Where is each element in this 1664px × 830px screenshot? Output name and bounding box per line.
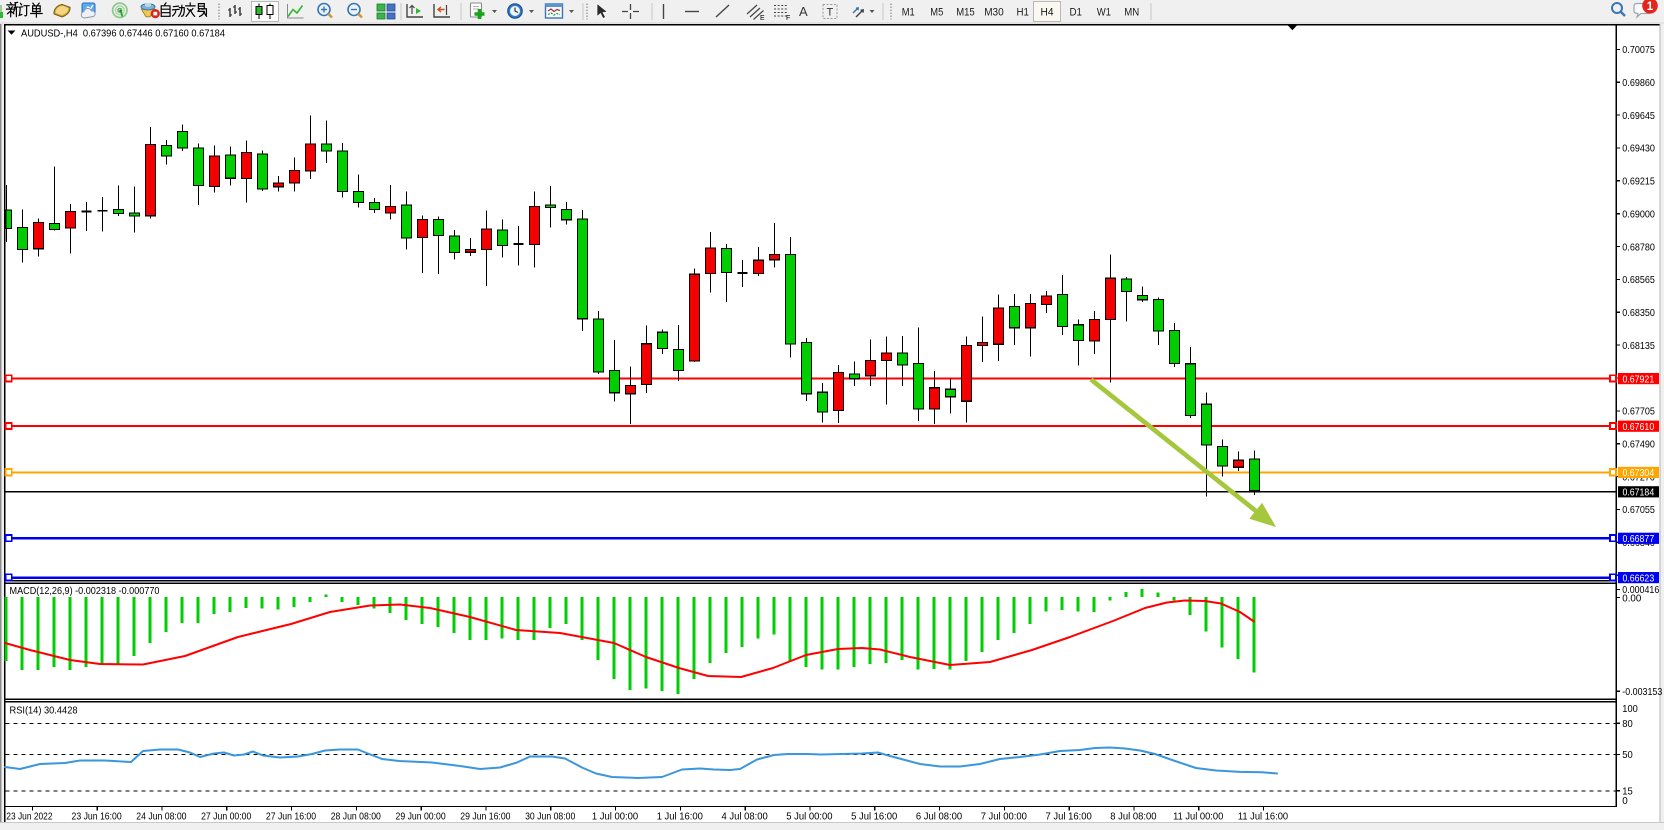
svg-text:H4: H4 <box>1041 6 1054 18</box>
svg-text:11 Jul 16:00: 11 Jul 16:00 <box>1238 811 1288 822</box>
svg-text:0.00: 0.00 <box>1622 593 1641 604</box>
svg-text:MACD(12,26,9) -0.002318 -0.000: MACD(12,26,9) -0.002318 -0.000770 <box>10 586 160 597</box>
svg-text:27 Jun 16:00: 27 Jun 16:00 <box>266 811 316 822</box>
svg-text:0.67705: 0.67705 <box>1622 407 1655 418</box>
svg-text:0.69430: 0.69430 <box>1622 144 1655 155</box>
svg-text:0.69860: 0.69860 <box>1622 78 1655 89</box>
svg-text:0.68135: 0.68135 <box>1622 341 1655 352</box>
svg-text:29 Jun 00:00: 29 Jun 00:00 <box>396 811 446 822</box>
svg-text:80: 80 <box>1622 719 1633 730</box>
svg-text:5 Jul 16:00: 5 Jul 16:00 <box>851 811 897 822</box>
svg-text:15: 15 <box>1622 787 1633 798</box>
svg-text:0.000416: 0.000416 <box>1622 585 1659 596</box>
svg-text:23 Jun 2022: 23 Jun 2022 <box>6 811 52 822</box>
svg-text:28 Jun 08:00: 28 Jun 08:00 <box>331 811 381 822</box>
svg-text:0.68780: 0.68780 <box>1622 242 1655 253</box>
svg-text:T: T <box>827 7 834 19</box>
svg-text:27 Jun 00:00: 27 Jun 00:00 <box>201 811 251 822</box>
svg-text:W1: W1 <box>1097 6 1111 18</box>
svg-text:0.67304: 0.67304 <box>1623 468 1655 479</box>
svg-text:E: E <box>760 15 765 22</box>
svg-text:0.69000: 0.69000 <box>1622 209 1655 220</box>
svg-text:50: 50 <box>1622 750 1633 761</box>
svg-text:1 Jul 00:00: 1 Jul 00:00 <box>592 811 638 822</box>
svg-text:-0.003153: -0.003153 <box>1622 687 1662 698</box>
svg-text:0.67921: 0.67921 <box>1623 374 1655 385</box>
svg-text:0.68350: 0.68350 <box>1622 308 1655 319</box>
svg-text:M1: M1 <box>902 6 915 18</box>
svg-text:0.66877: 0.66877 <box>1623 534 1655 545</box>
svg-text:D1: D1 <box>1070 6 1083 18</box>
svg-text:1: 1 <box>1647 1 1654 13</box>
svg-text:M5: M5 <box>930 6 943 18</box>
svg-text:0: 0 <box>1622 796 1628 807</box>
svg-text:F: F <box>786 15 790 22</box>
svg-text:4 Jul 08:00: 4 Jul 08:00 <box>722 811 768 822</box>
svg-text:0.69645: 0.69645 <box>1622 111 1655 122</box>
svg-text:1 Jul 16:00: 1 Jul 16:00 <box>657 811 703 822</box>
svg-text:A: A <box>799 4 808 19</box>
svg-text:0.67055: 0.67055 <box>1622 505 1655 516</box>
svg-text:0.67184: 0.67184 <box>1623 488 1655 499</box>
svg-text:11 Jul 00:00: 11 Jul 00:00 <box>1173 811 1223 822</box>
svg-text:23 Jun 16:00: 23 Jun 16:00 <box>72 811 122 822</box>
svg-text:5 Jul 00:00: 5 Jul 00:00 <box>786 811 832 822</box>
svg-text:0.69215: 0.69215 <box>1622 177 1655 188</box>
svg-text:0.66623: 0.66623 <box>1623 573 1655 584</box>
svg-text:M15: M15 <box>956 6 975 18</box>
svg-text:29 Jun 16:00: 29 Jun 16:00 <box>460 811 510 822</box>
svg-text:0.68565: 0.68565 <box>1622 275 1655 286</box>
svg-text:0.67490: 0.67490 <box>1622 439 1655 450</box>
svg-text:100: 100 <box>1622 704 1638 715</box>
svg-text:8 Jul 08:00: 8 Jul 08:00 <box>1110 811 1156 822</box>
svg-text:M30: M30 <box>984 6 1004 18</box>
svg-text:RSI(14) 30.4428: RSI(14) 30.4428 <box>10 705 78 716</box>
svg-text:H1: H1 <box>1017 6 1030 18</box>
svg-text:0.70075: 0.70075 <box>1622 45 1655 56</box>
svg-text:6 Jul 08:00: 6 Jul 08:00 <box>916 811 962 822</box>
svg-text:7 Jul 16:00: 7 Jul 16:00 <box>1046 811 1092 822</box>
svg-text:30 Jun 08:00: 30 Jun 08:00 <box>525 811 575 822</box>
svg-text:AUDUSD-,H4 0.67396 0.67446 0.: AUDUSD-,H4 0.67396 0.67446 0.67160 0.671… <box>21 29 225 40</box>
svg-text:24 Jun 08:00: 24 Jun 08:00 <box>136 811 186 822</box>
svg-text:7 Jul 00:00: 7 Jul 00:00 <box>981 811 1027 822</box>
svg-text:MN: MN <box>1124 6 1139 18</box>
svg-text:0.67610: 0.67610 <box>1623 422 1655 433</box>
